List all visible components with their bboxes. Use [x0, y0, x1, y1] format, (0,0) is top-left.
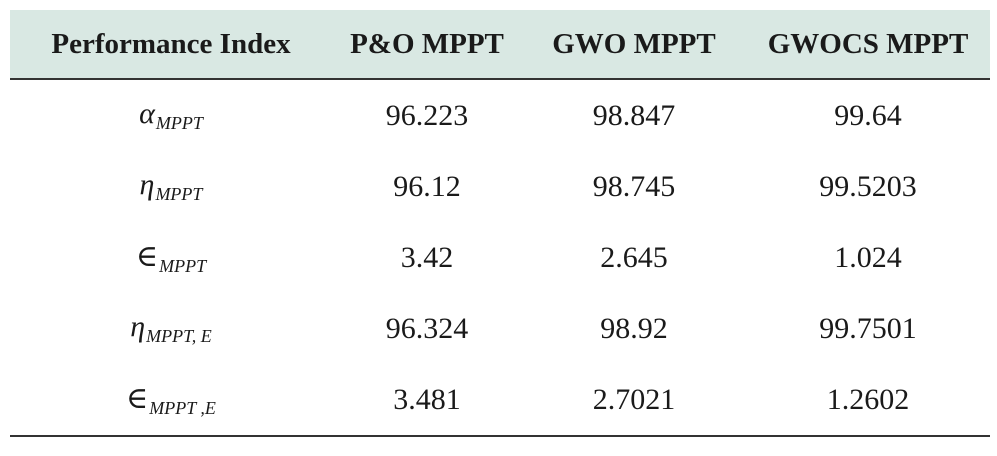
cell-po: 3.42: [400, 240, 454, 274]
header-performance-index: Performance Index: [10, 10, 332, 80]
index-symbol: ηMPPT: [139, 168, 203, 204]
cell-po: 3.481: [332, 364, 522, 437]
header-gwocs-mppt: GWOCS MPPT: [746, 10, 990, 80]
table-row: ηMPPT, E 96.324 98.92 99.7501: [10, 293, 990, 364]
cell-gwocs: 99.5203: [819, 169, 917, 203]
table-body: αMPPT 96.223 98.847 99.64 ηMPPT 96.12 98…: [10, 79, 990, 437]
header-row: Performance Index P&O MPPT GWO MPPT GWOC…: [10, 10, 990, 80]
cell-gwo: 2.645: [600, 240, 668, 274]
row-label: ηMPPT: [10, 151, 332, 222]
table-row: ∈MPPT 3.42 2.645 1.024: [10, 222, 990, 293]
index-symbol: ∈MPPT ,E: [126, 381, 216, 418]
table-header: Performance Index P&O MPPT GWO MPPT GWOC…: [10, 10, 990, 80]
cell-gwocs: 1.2602: [746, 364, 990, 437]
cell-gwocs: 99.7501: [819, 311, 917, 345]
index-symbol: ηMPPT, E: [130, 310, 212, 346]
table-row: αMPPT 96.223 98.847 99.64: [10, 79, 990, 151]
row-label: ∈MPPT ,E: [10, 364, 332, 437]
index-symbol: ∈MPPT: [135, 239, 207, 276]
cell-gwocs: 99.64: [834, 98, 902, 132]
header-gwo-mppt: GWO MPPT: [522, 10, 746, 80]
cell-gwo: 98.92: [600, 311, 668, 345]
row-label: ∈MPPT: [10, 222, 332, 293]
performance-table-container: Performance Index P&O MPPT GWO MPPT GWOC…: [10, 10, 990, 437]
cell-gwo: 2.7021: [522, 364, 746, 437]
header-po-mppt: P&O MPPT: [332, 10, 522, 80]
cell-gwocs: 1.024: [834, 240, 902, 274]
cell-gwo: 98.745: [592, 169, 676, 203]
index-symbol: αMPPT: [139, 97, 203, 133]
cell-po: 96.223: [385, 98, 469, 132]
row-label: ηMPPT, E: [10, 293, 332, 364]
row-label: αMPPT: [10, 79, 332, 151]
cell-gwo: 98.847: [592, 98, 676, 132]
cell-po: 96.324: [385, 311, 469, 345]
cell-po: 96.12: [393, 169, 461, 203]
table-row: ηMPPT 96.12 98.745 99.5203: [10, 151, 990, 222]
table-row: ∈MPPT ,E 3.481 2.7021 1.2602: [10, 364, 990, 437]
performance-table: Performance Index P&O MPPT GWO MPPT GWOC…: [10, 10, 990, 437]
